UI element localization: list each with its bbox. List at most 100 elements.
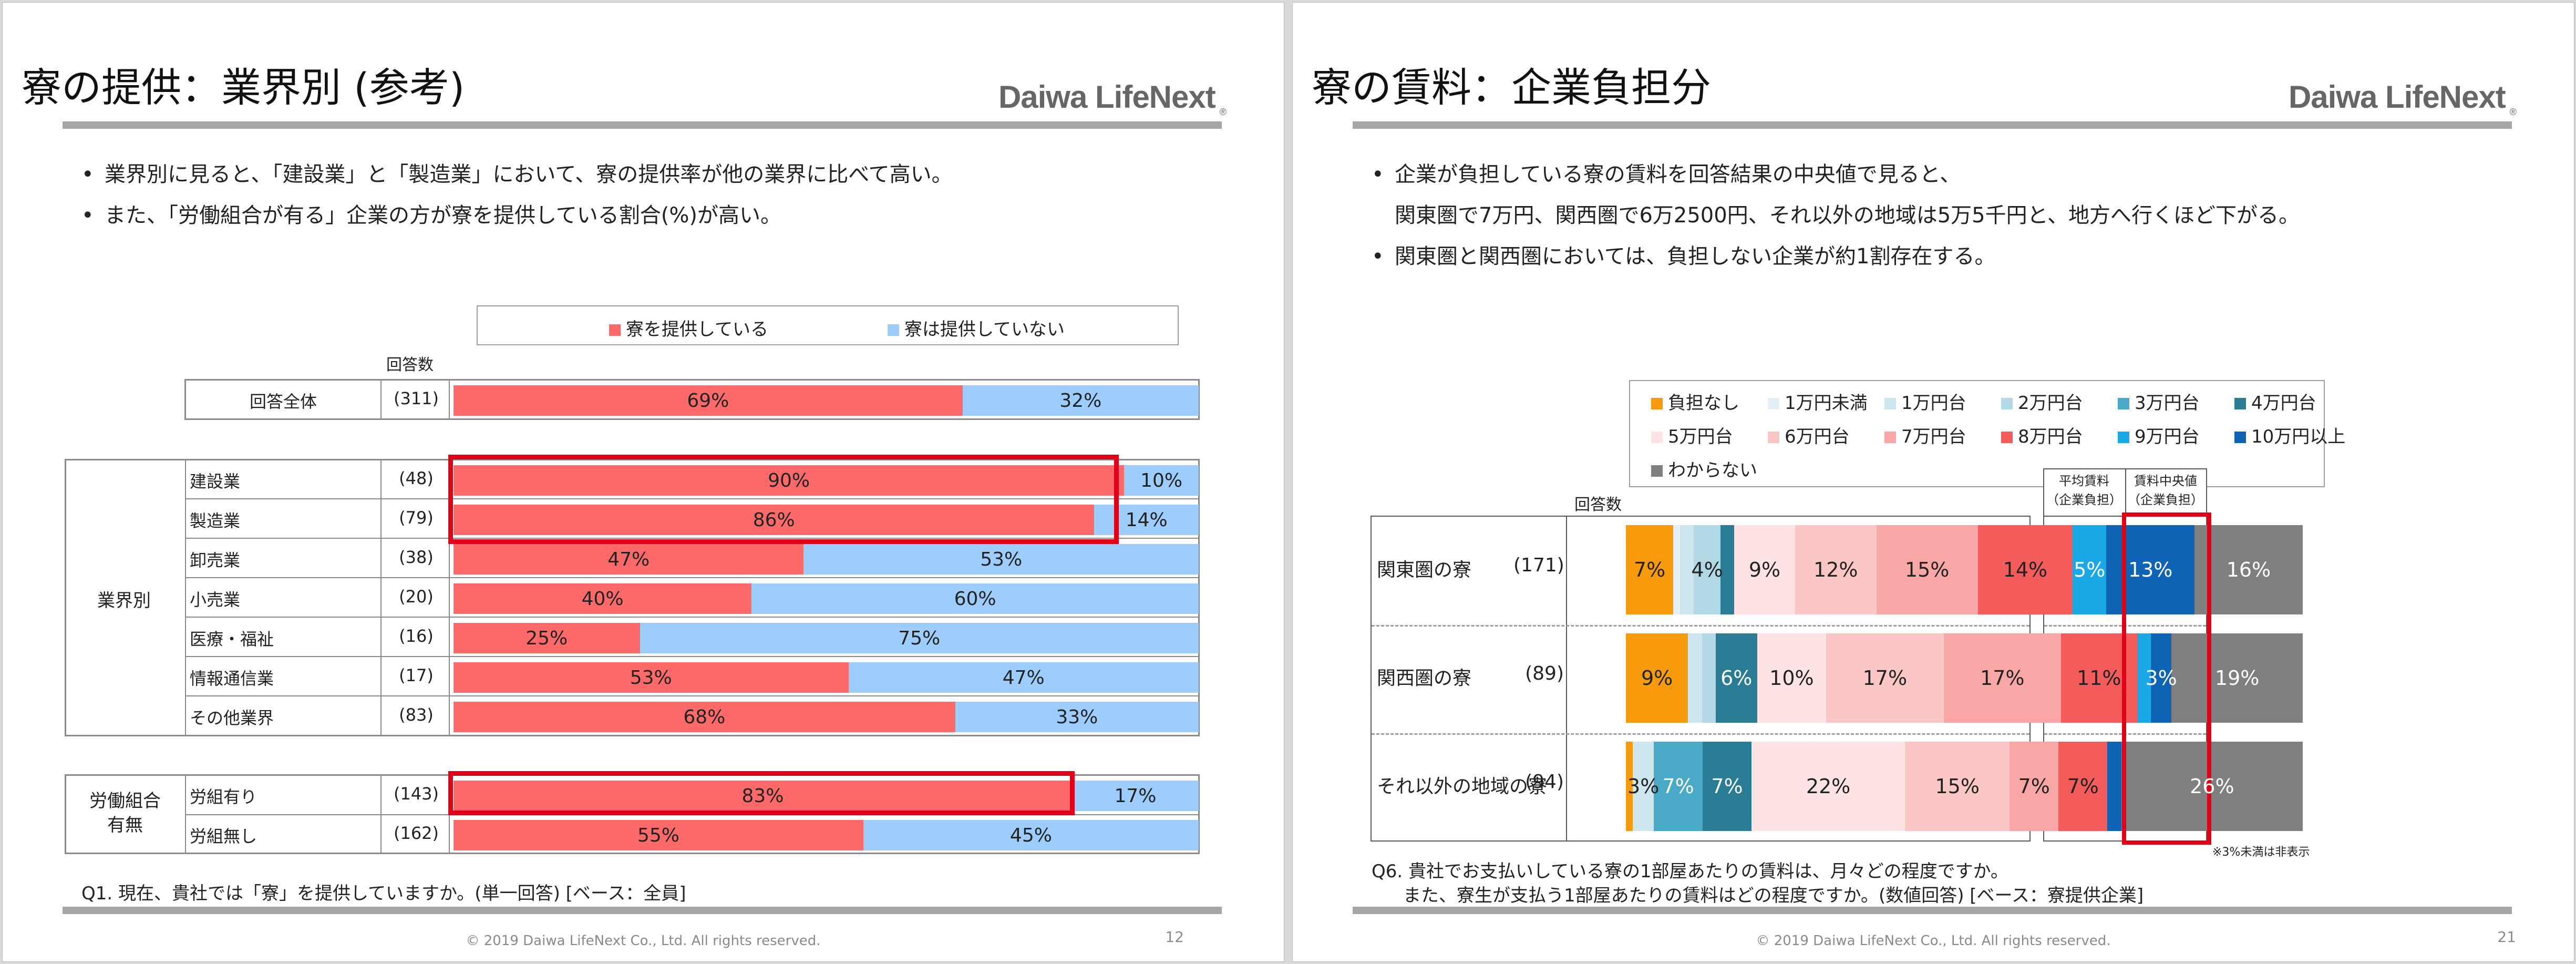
- legend-swatch: [1884, 432, 1896, 443]
- bar-segment: 4%: [1691, 525, 1723, 614]
- bar-segment: [2107, 742, 2121, 831]
- bar-segment: [1680, 525, 1694, 614]
- legend-swatch: [2118, 398, 2129, 409]
- legend-swatch: [1884, 398, 1896, 409]
- row-count: (162): [393, 823, 439, 843]
- legend-label: わからない: [1668, 460, 1757, 481]
- brand-name: Daiwa LifeNext: [998, 79, 1216, 115]
- row-count: (79): [399, 508, 434, 528]
- slide-title: 寮の賃料：企業負担分: [1312, 64, 1711, 111]
- legend-item: 8万円台: [2001, 422, 2083, 448]
- legend-item: 3万円台: [2118, 388, 2200, 414]
- legend-label: 5万円台: [1668, 426, 1733, 447]
- bar-segment: 14%: [1977, 525, 2073, 614]
- bar-segment-provided: 47%: [454, 544, 804, 575]
- title-rule: [1353, 121, 2512, 129]
- slide-title: 寮の提供：業界別 (参考): [22, 64, 465, 111]
- row-label: それ以外の地域の寮: [1377, 776, 1548, 797]
- bullet-list: 企業が負担している寮の賃料を回答結果の中央値で見ると、 関東圏で7万円、関西圏で…: [1372, 154, 2300, 277]
- highlight-median-column: [2122, 512, 2211, 845]
- legend-item: 7万円台: [1884, 422, 1966, 448]
- bar-segment: [1720, 525, 1735, 614]
- slide-industry: 寮の提供：業界別 (参考) Daiwa LifeNext® 業界別に見ると、「建…: [2, 2, 1284, 962]
- bar-segment-not-provided: 75%: [640, 623, 1199, 653]
- bar-segment: 7%: [1703, 742, 1751, 831]
- bar-segment: 3%: [2145, 633, 2177, 723]
- legend-swatch: [1768, 398, 1779, 409]
- bar-segment: 15%: [1876, 525, 1978, 614]
- bar-segment: 9%: [1734, 525, 1795, 614]
- bar-segment: 17%: [1943, 633, 2061, 723]
- chart-legend: 寮を提供している 寮は提供していない: [477, 305, 1179, 345]
- bar-segment-not-provided: 32%: [962, 385, 1199, 416]
- legend-item: 負担なし: [1651, 388, 1739, 414]
- question-footnote-line2: また、寮生が支払う1部屋あたりの賃料はどの程度ですか。(数値回答) [ベース：寮…: [1403, 885, 2144, 906]
- highlight-construction-manufacturing: [448, 455, 1119, 544]
- legend-item: 9万円台: [2118, 422, 2200, 448]
- group-label-industry: 業界別: [97, 590, 151, 611]
- chart-legend: 負担なし 1万円未満 1万円台 2万円台 3万円台 4万円台 5万円台 6万円台 7万円台 8万円…: [1629, 380, 2345, 487]
- row-count: (16): [399, 626, 434, 646]
- group-label-union: 労働組合 有無: [89, 791, 161, 836]
- bar-segment-provided: 69%: [454, 385, 963, 416]
- title-rule: [63, 121, 1222, 129]
- copyright: © 2019 Daiwa LifeNext Co., Ltd. All righ…: [466, 933, 821, 949]
- legend-label: 寮を提供している: [626, 319, 768, 340]
- legend-swatch: [2234, 398, 2246, 409]
- legend-label: 8万円台: [2018, 426, 2083, 447]
- bar-segment: 9%: [1626, 633, 1688, 723]
- row-label: 関東圏の寮: [1377, 559, 1472, 581]
- footer-rule: [63, 907, 1222, 914]
- bar-segment-not-provided: 53%: [803, 544, 1199, 575]
- legend-swatch: [2001, 432, 2013, 443]
- row-label: 小売業: [190, 590, 241, 610]
- row-label: 回答全体: [250, 392, 317, 412]
- brand-logo: Daiwa LifeNext ®: [2288, 79, 2517, 118]
- bar-segment: [1688, 633, 1702, 723]
- legend-item-provided: 寮を提供している: [609, 315, 768, 341]
- legend-swatch-not-provided: [888, 324, 899, 336]
- slide-rent: 寮の賃料：企業負担分 Daiwa LifeNext® 企業が負担している寮の賃料…: [1292, 2, 2574, 962]
- row-count: (17): [399, 665, 434, 685]
- bar-segment: 10%: [1757, 633, 1827, 723]
- legend-swatch: [1651, 398, 1663, 409]
- legend-item: 4万円台: [2234, 388, 2316, 414]
- brand-logo: Daiwa LifeNext ®: [998, 79, 1227, 118]
- small-value-note: ※3%未満は非表示: [2212, 846, 2310, 859]
- bar-segment-not-provided: 60%: [751, 583, 1199, 614]
- row-label: その他業界: [190, 708, 274, 728]
- registered-mark: ®: [1219, 107, 1227, 117]
- row-count: (38): [399, 547, 434, 567]
- bar-segment: [1626, 742, 1633, 831]
- row-count: (48): [399, 468, 434, 488]
- question-footnote-line1: Q6. 貴社でお支払いしている寮の1部屋あたりの賃料は、月々どの程度ですか。: [1372, 861, 2008, 882]
- legend-item: 5万円台: [1651, 422, 1733, 448]
- legend-item: 10万円以上: [2234, 422, 2345, 448]
- legend-label: 9万円台: [2135, 426, 2200, 447]
- legend-swatch: [1651, 432, 1663, 443]
- bar-segment: [1702, 633, 1716, 723]
- row-label: 製造業: [190, 511, 241, 531]
- bullet-item: 企業が負担している寮の賃料を回答結果の中央値で見ると、: [1372, 154, 2300, 195]
- legend-swatch: [2234, 432, 2246, 443]
- row-count: (311): [393, 388, 439, 408]
- row-count: (94): [1525, 771, 1564, 793]
- brand-name: Daiwa LifeNext: [2288, 79, 2506, 115]
- footer-rule: [1353, 907, 2512, 914]
- highlight-union-yes: [448, 771, 1075, 815]
- legend-swatch: [1651, 465, 1663, 477]
- bar-segment-provided: 90%: [454, 465, 1125, 496]
- row-label: 労組有り: [190, 787, 257, 807]
- legend-label: 負担なし: [1668, 393, 1739, 414]
- count-header: 回答数: [1574, 496, 1622, 514]
- legend-label: 7万円台: [1901, 426, 1966, 447]
- bar-segment-provided: 86%: [454, 505, 1095, 535]
- row-count: (20): [399, 587, 434, 607]
- bar-segment-provided: 53%: [454, 662, 849, 693]
- bullet-item: また、「労働組合が有る」企業の方が寮を提供している割合(%)が高い。: [81, 195, 953, 236]
- legend-swatch: [2118, 432, 2129, 443]
- bar-segment-not-provided: 33%: [955, 702, 1199, 732]
- legend-item-not-provided: 寮は提供していない: [888, 315, 1065, 341]
- legend-label: 3万円台: [2135, 393, 2200, 414]
- bar-segment: 5%: [2073, 525, 2107, 614]
